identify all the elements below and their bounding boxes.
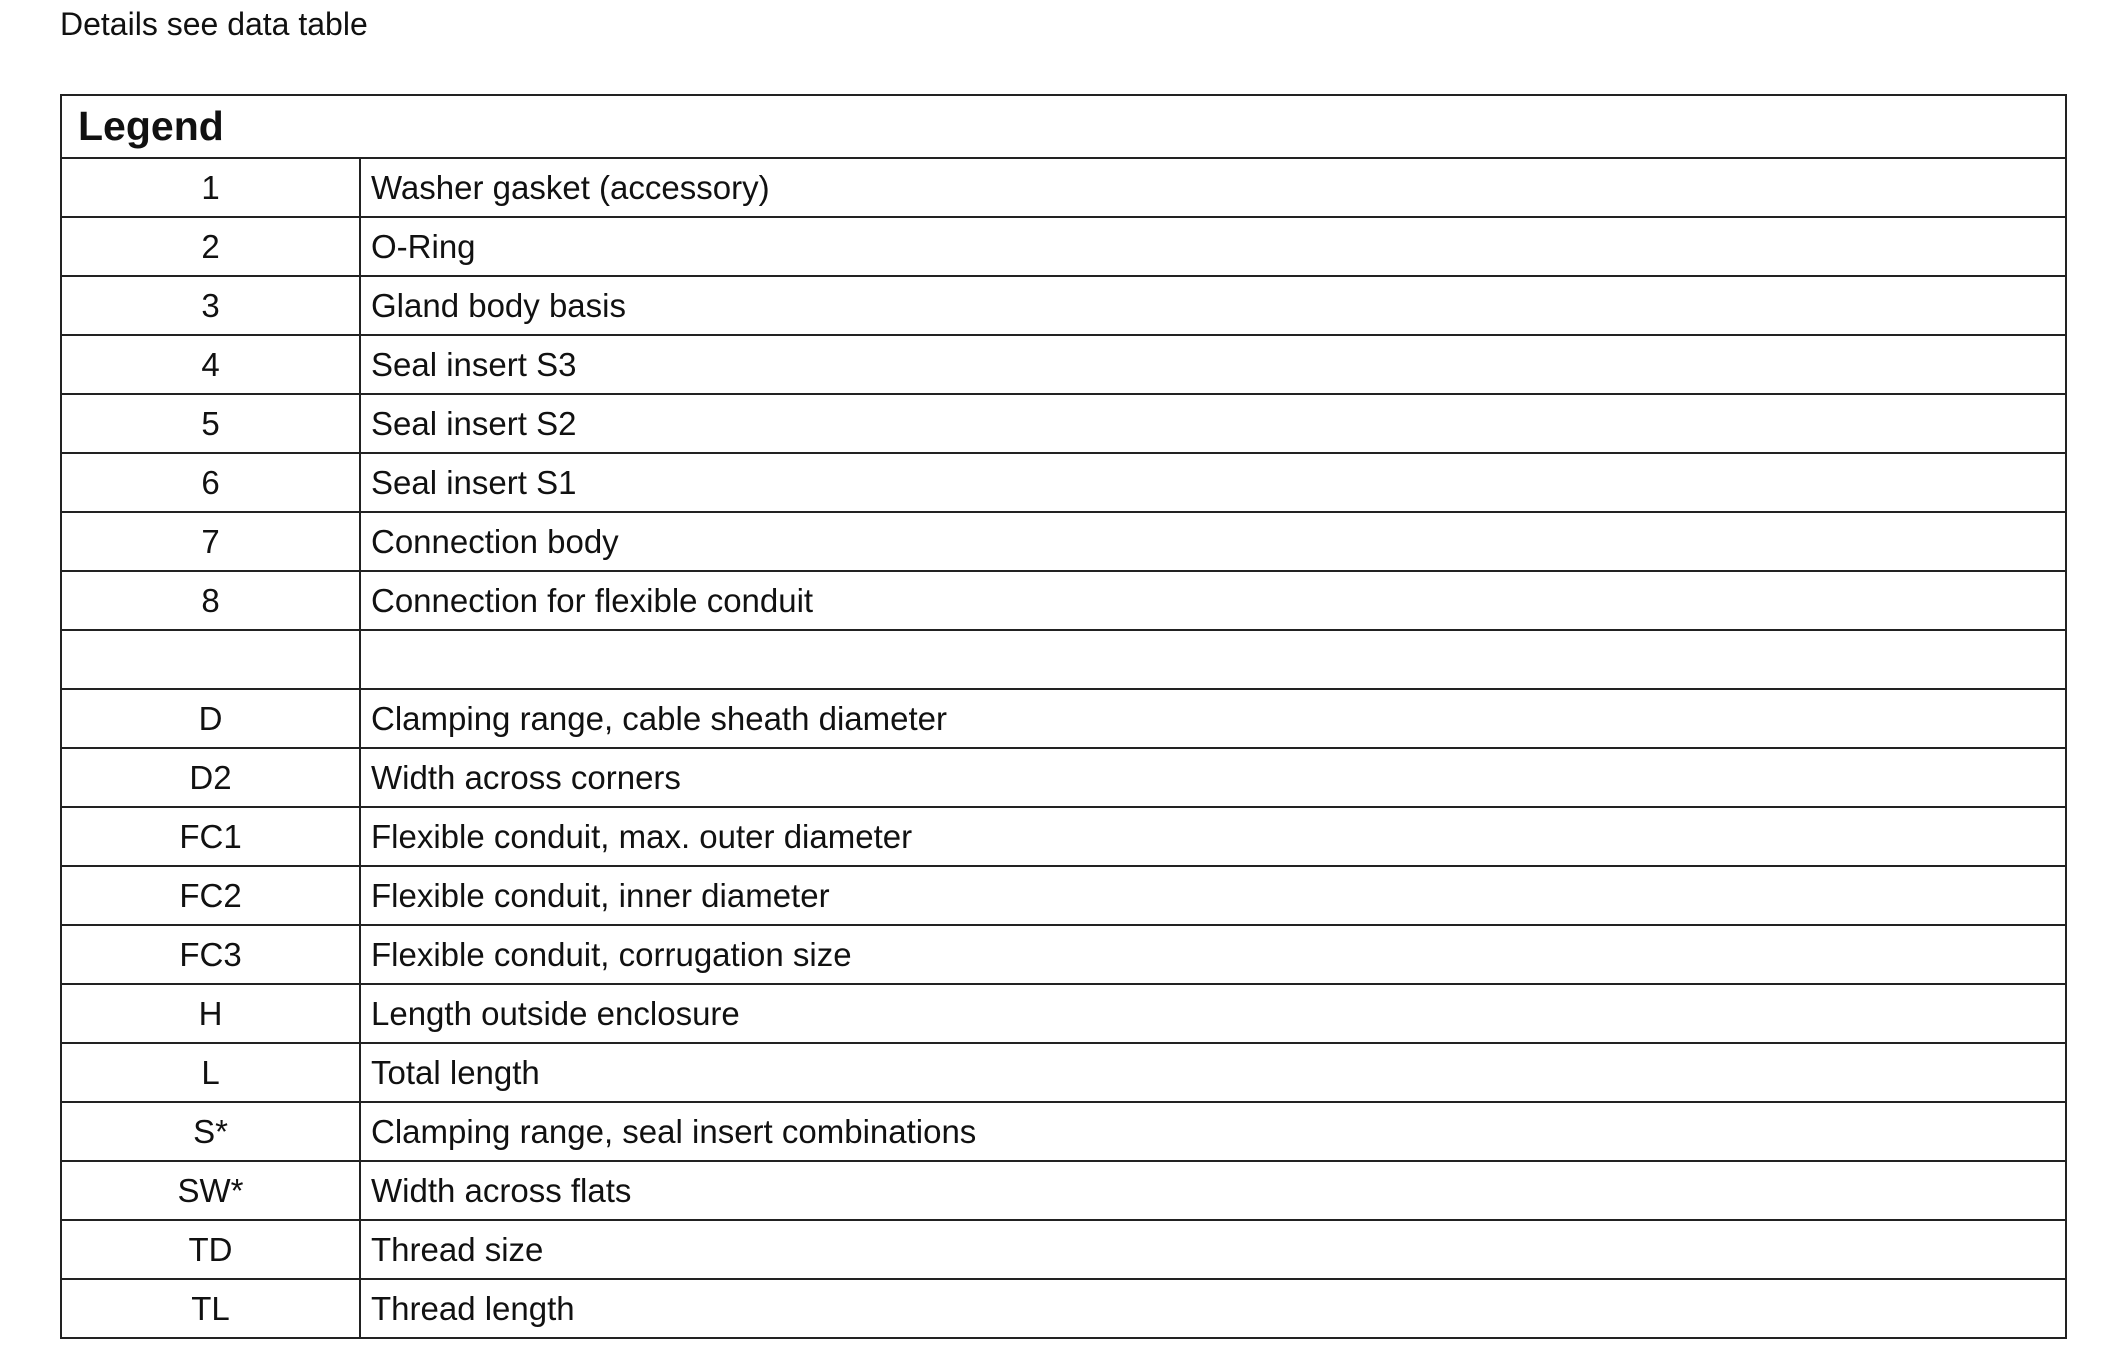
table-row: H Length outside enclosure bbox=[60, 983, 2067, 1044]
description-cell: Width across corners bbox=[359, 747, 2067, 808]
key-cell: S* bbox=[60, 1101, 361, 1162]
description-cell: Washer gasket (accessory) bbox=[359, 157, 2067, 218]
key-cell: 7 bbox=[60, 511, 361, 572]
key-cell: 6 bbox=[60, 452, 361, 513]
table-row: 5 Seal insert S2 bbox=[60, 393, 2067, 454]
table-row: 6 Seal insert S1 bbox=[60, 452, 2067, 513]
key-cell: H bbox=[60, 983, 361, 1044]
header-row: Legend bbox=[60, 94, 2067, 159]
description-cell: Seal insert S3 bbox=[359, 334, 2067, 395]
key-cell: TD bbox=[60, 1219, 361, 1280]
key-cell: 8 bbox=[60, 570, 361, 631]
key-cell: D bbox=[60, 688, 361, 749]
description-cell: Clamping range, cable sheath diameter bbox=[359, 688, 2067, 749]
key-cell: 1 bbox=[60, 157, 361, 218]
description-cell: Length outside enclosure bbox=[359, 983, 2067, 1044]
legend-table: Legend 1 Washer gasket (accessory) 2 O-Ring… bbox=[60, 94, 2067, 1339]
table-title: Legend bbox=[60, 94, 2067, 159]
description-cell: Flexible conduit, corrugation size bbox=[359, 924, 2067, 985]
key-cell bbox=[60, 629, 361, 690]
table-row: 1 Washer gasket (accessory) bbox=[60, 157, 2067, 218]
table-row: 8 Connection for flexible conduit bbox=[60, 570, 2067, 631]
key-cell: 5 bbox=[60, 393, 361, 454]
table-row: FC1 Flexible conduit, max. outer diameter bbox=[60, 806, 2067, 867]
table-row: TD Thread size bbox=[60, 1219, 2067, 1280]
table-row: FC3 Flexible conduit, corrugation size bbox=[60, 924, 2067, 985]
table-row: L Total length bbox=[60, 1042, 2067, 1103]
description-cell: O-Ring bbox=[359, 216, 2067, 277]
key-cell: TL bbox=[60, 1278, 361, 1339]
description-cell: Thread size bbox=[359, 1219, 2067, 1280]
caption: Details see data table bbox=[60, 6, 368, 42]
description-cell: Thread length bbox=[359, 1278, 2067, 1339]
description-cell: Connection for flexible conduit bbox=[359, 570, 2067, 631]
description-cell bbox=[359, 629, 2067, 690]
table-body: 1 Washer gasket (accessory) 2 O-Ring 3 Gland … bbox=[60, 157, 2067, 1339]
table-row: D2 Width across corners bbox=[60, 747, 2067, 808]
table-row: 7 Connection body bbox=[60, 511, 2067, 572]
key-cell: 4 bbox=[60, 334, 361, 395]
description-cell: Connection body bbox=[359, 511, 2067, 572]
table-row: TL Thread length bbox=[60, 1278, 2067, 1339]
description-cell: Seal insert S2 bbox=[359, 393, 2067, 454]
table-row bbox=[60, 629, 2067, 690]
table-row: SW* Width across flats bbox=[60, 1160, 2067, 1221]
key-cell: 2 bbox=[60, 216, 361, 277]
key-cell: L bbox=[60, 1042, 361, 1103]
table-row: 4 Seal insert S3 bbox=[60, 334, 2067, 395]
table-row: D Clamping range, cable sheath diameter bbox=[60, 688, 2067, 749]
key-cell: 3 bbox=[60, 275, 361, 336]
description-cell: Width across flats bbox=[359, 1160, 2067, 1221]
description-cell: Flexible conduit, max. outer diameter bbox=[359, 806, 2067, 867]
description-cell: Total length bbox=[359, 1042, 2067, 1103]
table-row: 2 O-Ring bbox=[60, 216, 2067, 277]
table-row: S* Clamping range, seal insert combinatio… bbox=[60, 1101, 2067, 1162]
table-row: FC2 Flexible conduit, inner diameter bbox=[60, 865, 2067, 926]
key-cell: D2 bbox=[60, 747, 361, 808]
key-cell: SW* bbox=[60, 1160, 361, 1221]
key-cell: FC2 bbox=[60, 865, 361, 926]
description-cell: Gland body basis bbox=[359, 275, 2067, 336]
description-cell: Seal insert S1 bbox=[359, 452, 2067, 513]
key-cell: FC1 bbox=[60, 806, 361, 867]
table-row: 3 Gland body basis bbox=[60, 275, 2067, 336]
description-cell: Flexible conduit, inner diameter bbox=[359, 865, 2067, 926]
description-cell: Clamping range, seal insert combinations bbox=[359, 1101, 2067, 1162]
key-cell: FC3 bbox=[60, 924, 361, 985]
